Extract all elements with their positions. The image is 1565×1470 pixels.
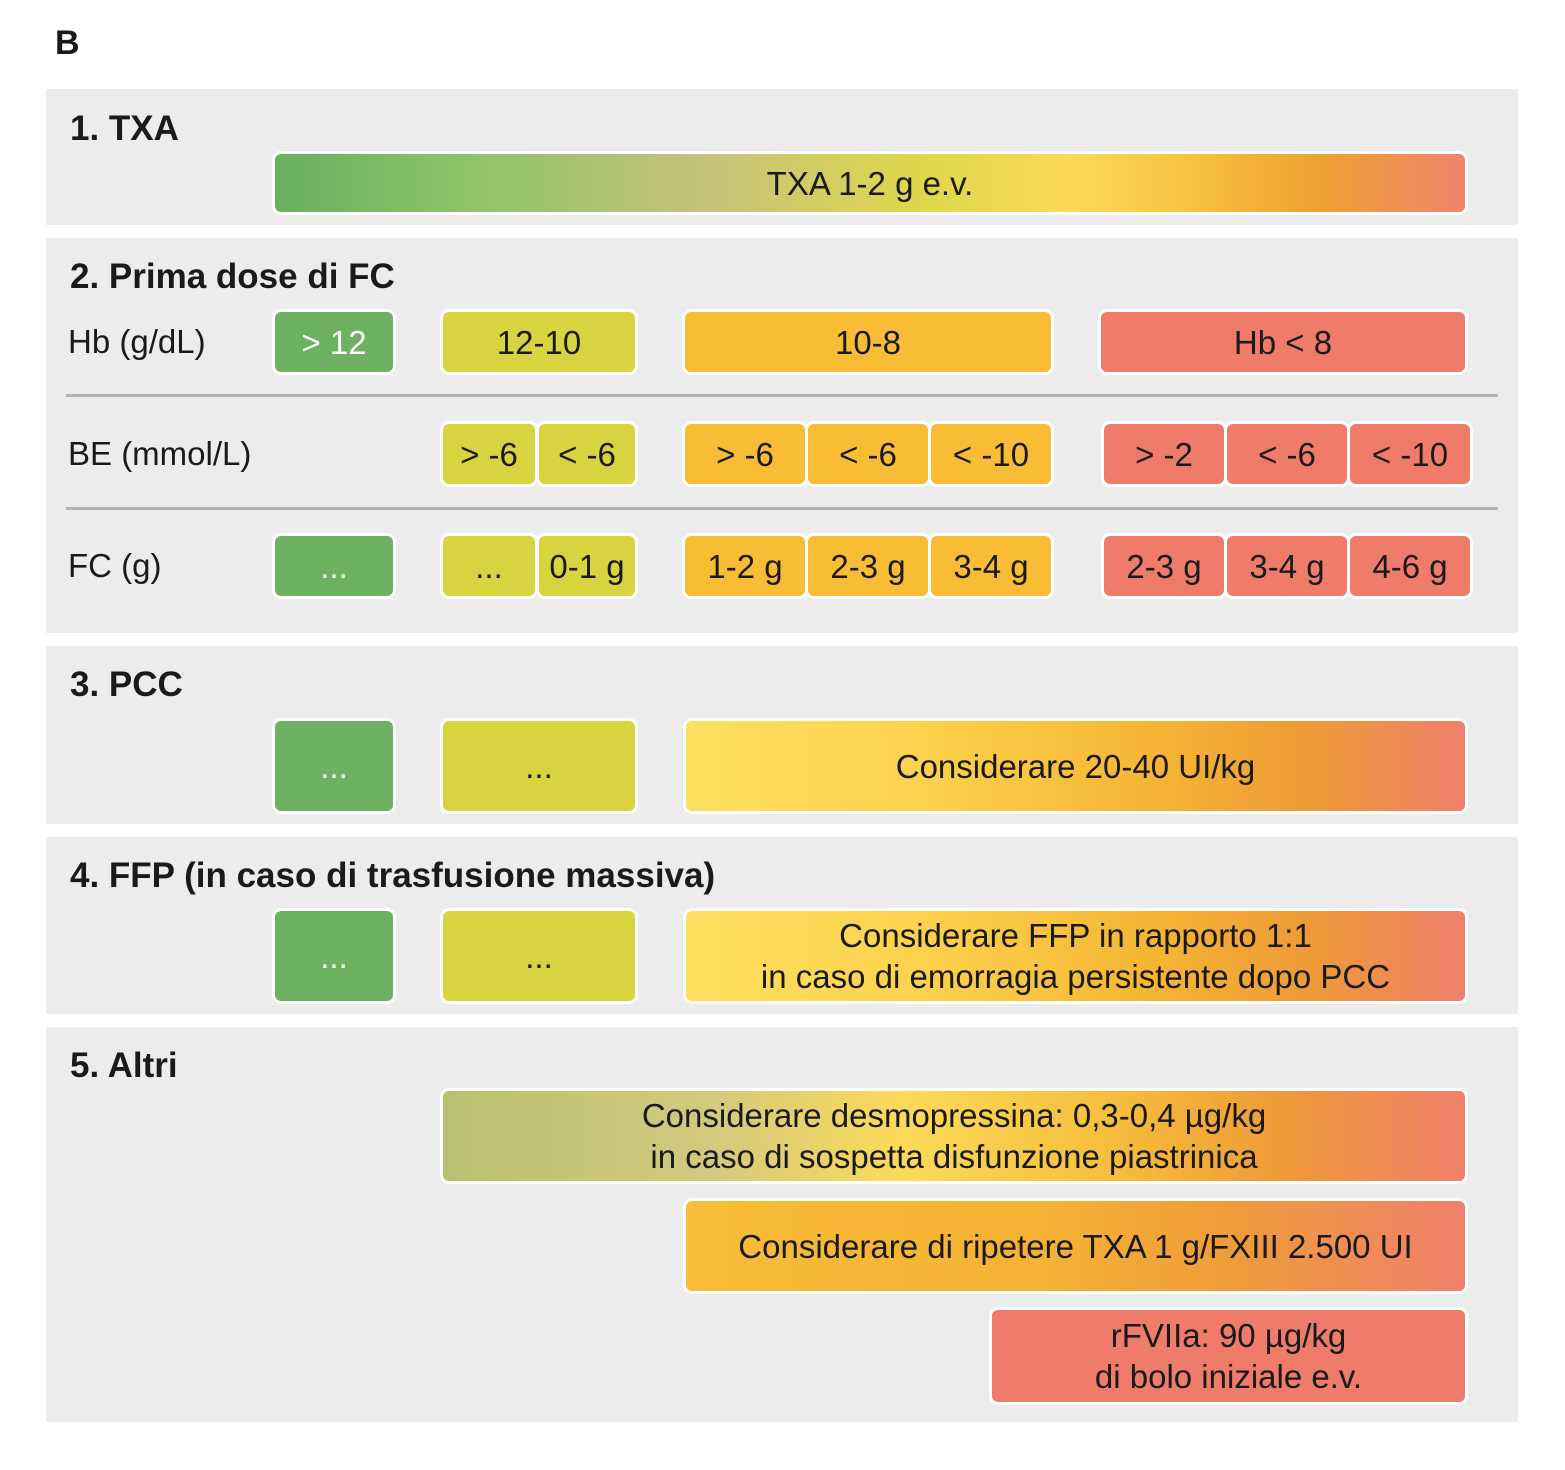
txa-repeat-bar: Considerare di ripetere TXA 1 g/FXIII 2.… (683, 1198, 1468, 1294)
txa-repeat-text: Considerare di ripetere TXA 1 g/FXIII 2.… (738, 1227, 1413, 1265)
hb-lt-8: Hb < 8 (1098, 309, 1468, 375)
be-red-gt-2: > -2 (1101, 421, 1227, 487)
section-title-other: 5. Altri (70, 1046, 178, 1085)
row-divider (66, 507, 1498, 510)
rfviia-line2: di bolo iniziale e.v. (1094, 1358, 1363, 1395)
pcc-green-box: ... (272, 718, 396, 814)
fc-red-dose-c: 4-6 g (1347, 533, 1473, 599)
be-yellow-lt-6: < -6 (536, 421, 638, 487)
be-orange-lt-6: < -6 (805, 421, 931, 487)
fc-yellow-dose-b: 0-1 g (536, 533, 638, 599)
section-title-ffp: 4. FFP (in caso di trasfusione massiva) (70, 856, 716, 895)
desmopressin-line2: in caso di sospetta disfunzione piastrin… (650, 1138, 1258, 1175)
section-pcc: 3. PCC ... ... Considerare 20-40 UI/kg (46, 646, 1518, 824)
section-other: 5. Altri Considerare desmopressina: 0,3-… (46, 1027, 1518, 1422)
hb-label: Hb (g/dL) (68, 323, 206, 360)
fc-red-dose-b: 3-4 g (1224, 533, 1350, 599)
be-yellow-gt-6: > -6 (440, 421, 538, 487)
row-divider (66, 394, 1498, 397)
pcc-yellow-box: ... (440, 718, 638, 814)
rfviia-line1: rFVIIa: 90 µg/kg (1110, 1317, 1347, 1354)
be-red-lt-6: < -6 (1224, 421, 1350, 487)
section-first-dose-fc: 2. Prima dose di FC Hb (g/dL) > 12 12-10… (46, 238, 1518, 633)
fc-label: FC (g) (68, 547, 162, 584)
ffp-text-line2: in caso di emorragia persistente dopo PC… (760, 958, 1391, 995)
section-title-txa: 1. TXA (70, 109, 179, 148)
hb-gt-12: > 12 (272, 309, 396, 375)
fc-orange-dose-a: 1-2 g (682, 533, 808, 599)
ffp-text-line1: Considerare FFP in rapporto 1:1 (839, 917, 1312, 954)
fc-orange-dose-b: 2-3 g (805, 533, 931, 599)
section-title-pcc: 3. PCC (70, 665, 183, 704)
pcc-dose-text: Considerare 20-40 UI/kg (895, 747, 1256, 785)
fc-red-dose-a: 2-3 g (1101, 533, 1227, 599)
be-orange-lt-10: < -10 (928, 421, 1054, 487)
pcc-dose-bar: Considerare 20-40 UI/kg (683, 718, 1468, 814)
be-orange-gt-6: > -6 (682, 421, 808, 487)
hb-12-10: 12-10 (440, 309, 638, 375)
ffp-dose-bar: Considerare FFP in rapporto 1:1 in caso … (683, 908, 1468, 1004)
be-red-lt-10: < -10 (1347, 421, 1473, 487)
panel-label: B (55, 24, 80, 62)
rfviia-bar: rFVIIa: 90 µg/kg di bolo iniziale e.v. (989, 1307, 1468, 1405)
desmopressin-bar: Considerare desmopressina: 0,3-0,4 µg/kg… (440, 1088, 1468, 1184)
section-txa: 1. TXA TXA 1-2 g e.v. (46, 89, 1518, 225)
be-label: BE (mmol/L) (68, 435, 252, 472)
section-ffp: 4. FFP (in caso di trasfusione massiva) … (46, 837, 1518, 1014)
section-title-first-dose: 2. Prima dose di FC (70, 257, 395, 296)
hb-10-8: 10-8 (682, 309, 1054, 375)
ffp-yellow-box: ... (440, 908, 638, 1004)
desmopressin-line1: Considerare desmopressina: 0,3-0,4 µg/kg (641, 1097, 1267, 1134)
fc-orange-dose-c: 3-4 g (928, 533, 1054, 599)
ffp-green-box: ... (272, 908, 396, 1004)
txa-dose-bar: TXA 1-2 g e.v. (272, 151, 1468, 215)
fc-yellow-dose-a: ... (440, 533, 538, 599)
fc-green-dose: ... (272, 533, 396, 599)
txa-dose-text: TXA 1-2 g e.v. (766, 164, 974, 202)
